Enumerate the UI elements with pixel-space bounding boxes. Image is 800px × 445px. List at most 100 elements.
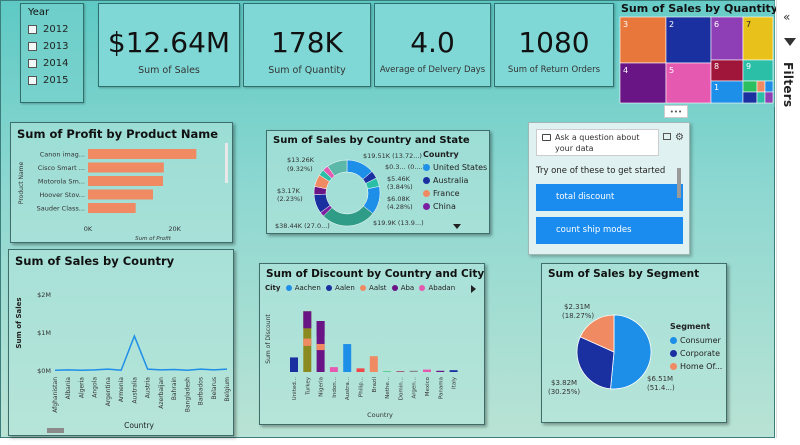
bar[interactable] [88,149,197,159]
x-tick-label: Bahrain [171,377,178,400]
bar[interactable] [356,368,365,372]
collapse-chevron-icon[interactable]: « [783,10,791,24]
slicer-item-2015[interactable]: 2015 [28,72,68,89]
discount-by-country-city-chart[interactable]: Sum of Discount by Country and City City… [259,263,485,425]
data-label: $2.31M [564,303,590,311]
donut-svg[interactable]: $19.51K (13.72...) $0.3... (0....) $5.46… [267,131,491,235]
filter-icon [784,38,796,46]
treemap-panel[interactable]: Sum of Sales by Quantity 3 2 6 7 4 [618,1,778,118]
y-axis-title: Sum of Sales [15,297,23,348]
x-tick-label: Mexico [425,376,431,396]
slicer-item-2012[interactable]: 2012 [28,21,68,38]
legend-item[interactable]: France [423,187,487,200]
legend-item[interactable]: Corporate [670,347,722,360]
y-tick-label: Motorola Sm... [38,178,85,186]
bar[interactable] [343,344,352,372]
sales-line[interactable] [54,333,228,372]
checkbox-icon[interactable] [28,59,37,68]
y-tick-label: Hoover Stov... [39,191,85,199]
bar[interactable] [329,367,338,372]
kpi-quantity[interactable]: 178K Sum of Quantity [243,3,371,87]
donut-slice[interactable] [327,159,348,177]
filters-pane[interactable]: « Filters [776,0,800,438]
kpi-sales[interactable]: $12.64M Sum of Sales [98,3,240,87]
profit-by-product-chart[interactable]: Sum of Profit by Product Name Canon imag… [10,122,233,243]
x-tick-label: Austra... [345,377,351,400]
treemap-title: Sum of Sales by Quantity [621,2,778,15]
x-tick-label: Algeria [78,377,85,398]
bar[interactable] [290,357,298,372]
qa-suggestion-total-discount[interactable]: total discount [536,184,683,211]
legend-item[interactable]: Aalst [357,284,386,292]
kpi-return-orders[interactable]: 1080 Sum of Return Orders [494,3,614,87]
checkbox-icon[interactable] [28,76,37,85]
pie-slice[interactable] [579,314,615,353]
legend-item[interactable]: Home Of... [670,360,722,373]
kpi-value: 178K [271,26,343,59]
data-label: $19.51K (13.72...) [363,152,422,160]
qa-settings-icon[interactable]: ⚙ [675,132,684,143]
pie-slice[interactable] [576,336,615,390]
bar[interactable] [88,176,163,186]
sales-by-country-state-chart[interactable]: Sum of Sales by Country and State $19.51… [266,130,490,234]
bar[interactable] [88,162,164,173]
treemap-label: 7 [746,20,751,29]
more-options-icon[interactable]: ••• [664,105,688,118]
bar[interactable] [396,371,405,372]
legend-dot [423,177,430,184]
legend-item[interactable]: United States [423,161,487,174]
qa-input[interactable]: Ask a question about your data [536,129,659,156]
legend-scroll-down-icon[interactable] [453,224,461,229]
bar[interactable] [88,189,153,200]
legend-item[interactable]: Consumer [670,334,722,347]
bar[interactable] [423,369,431,372]
checkbox-icon[interactable] [28,25,37,34]
bar[interactable] [369,356,378,372]
x-tick-label: 0K [84,225,93,233]
slicer-item-2014[interactable]: 2014 [28,55,68,72]
treemap-tile-4 [619,62,667,104]
discount-bar-svg[interactable]: United... Turkey Nigeria Indon... Austra... P… [260,264,486,426]
legend-item[interactable]: Australia [423,174,487,187]
bar[interactable] [449,370,458,372]
data-label: $5.46K [387,175,411,183]
qa-panel[interactable]: Ask a question about your data ⚙ Try one… [528,122,690,255]
qa-scrollbar[interactable] [677,168,681,198]
legend-item[interactable]: China [423,200,487,213]
bar-segment [303,338,312,346]
sales-by-segment-chart[interactable]: Sum of Sales by Segment $2.31M (18.27%) … [541,263,727,423]
checkbox-icon[interactable] [28,42,37,51]
x-tick-label: Nethe... [385,377,391,399]
bar[interactable] [88,203,136,213]
x-tick-label: 20K [168,225,181,233]
sales-by-country-chart[interactable]: Sum of Sales by Country $2M $1M $0M Afghani… [8,249,234,436]
legend-item[interactable]: Aachen [283,284,321,292]
filters-label: Filters [781,62,795,108]
report-canvas: Year 2012 2013 2014 2015 $12.64M Sum of … [0,0,778,438]
treemap-label: 2 [669,20,674,29]
legend-next-icon[interactable] [471,285,476,293]
profit-bar-svg[interactable]: Canon imag... Cisco Smart ... Motorola Sm.… [11,123,234,244]
kpi-delivery-days[interactable]: 4.0 Average of Delvery Days [374,3,491,87]
qa-suggestion-count-ship-modes[interactable]: count ship modes [536,217,683,244]
qa-copy-icon[interactable] [663,133,671,140]
legend-item[interactable]: Abadan [416,284,455,292]
bar[interactable] [409,370,418,372]
bar[interactable] [436,370,445,372]
x-tick-label: Angola [92,377,99,398]
segment-pie-svg[interactable]: $2.31M (18.27%) $3.82M (30.25%) $6.51M (… [542,264,728,424]
legend-item[interactable]: Aba [389,284,414,292]
pie-slice[interactable] [610,314,652,390]
bar-segment [316,321,325,336]
x-tick-label: Panama [438,377,444,399]
legend-dot [423,190,430,197]
slicer-item-2013[interactable]: 2013 [28,38,68,55]
treemap-svg[interactable]: 3 2 6 7 4 5 8 9 1 [618,1,775,107]
bar[interactable] [383,371,392,372]
legend-item[interactable]: Aalen [323,284,355,292]
data-label: $19.9K (13.9...) [373,219,424,227]
slicer-title: Year [28,7,50,18]
horizontal-scrollbar[interactable] [47,428,64,433]
data-label: (2.23%) [277,195,303,203]
